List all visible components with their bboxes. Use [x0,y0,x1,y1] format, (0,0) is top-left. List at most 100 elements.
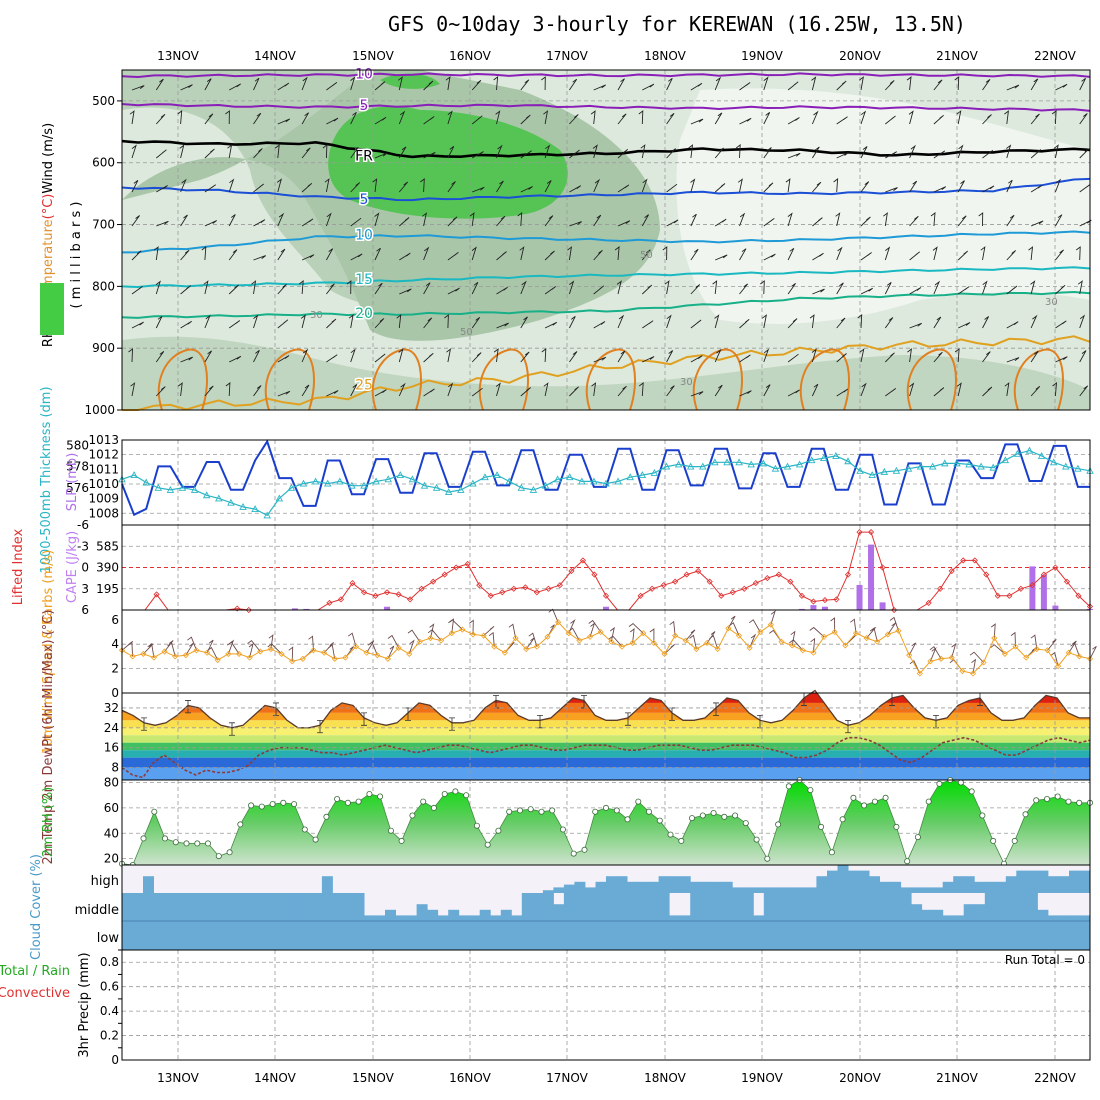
wind-speed-point [544,633,551,640]
cloud-middle-cell [174,893,186,921]
rh-point [344,799,351,806]
thickness-ylabel-part: 1000-500mb Thickness (dm) [39,386,54,573]
wind-barb [642,356,655,363]
cloud-middle-cell [1079,915,1091,921]
cape-ylabel: CAPE (J/kg) [65,531,80,603]
precip-ylabel: 3hr Precip (mm) [77,952,92,1057]
wind-barb [641,178,648,193]
wind-barb [1006,144,1012,159]
cape-bar [291,608,298,610]
rh-point [441,791,448,798]
lifted-ylabel-part: Lifted Index [11,528,26,605]
wind-speed-point [501,649,509,656]
left-axis-titles: RH (%)Temperature(°C)Wind (m/s)( m i l l… [0,123,92,1058]
rh-point [1011,837,1018,844]
wind-barb [155,113,166,125]
thickness-point [529,485,538,493]
temp-band [122,693,1090,703]
cloud-middle-cell [837,893,849,921]
thickness-point [130,471,138,479]
thickness-point [565,473,574,481]
lifted-index-point [476,582,483,589]
wind-barb [372,178,378,193]
rh-point [452,788,459,795]
wind-barb [909,144,917,159]
wind-speed-point [342,654,349,661]
wind-barb [638,382,644,397]
wind-barb [1004,382,1010,397]
thickness-point [311,477,320,485]
surface-wind-barb [548,608,559,623]
wind-barb [131,180,139,193]
lifted-index-point [856,529,863,536]
rh-point [710,810,717,817]
wind-speed-point [735,632,743,639]
wind-barb [690,355,703,363]
surface-wind-barb [167,642,176,657]
wind-barb [253,385,262,397]
wind-barb [787,318,798,329]
cloud-high-cell [595,881,607,893]
top-date-tick: 22NOV [1034,49,1076,63]
wind-barb [1006,357,1020,363]
wind-barb [253,148,263,159]
wind-barb [982,316,989,329]
thickness-point [287,483,296,491]
cloud-middle-cell [616,893,628,921]
wind-barb [664,280,670,295]
wind-barb [543,382,549,397]
wind-barb [399,252,411,261]
thickness-point [735,458,743,466]
wind-speed-point [703,639,711,647]
lifted-index-point [891,606,898,614]
wind-barb [471,115,483,125]
cloud-high-cell [742,887,754,893]
wind-barb [350,76,356,91]
wind-barb [203,280,209,295]
wind-barb [155,351,165,363]
wind-barb [544,180,552,193]
thickness-point [227,498,235,506]
isotherm-label: 10 [355,228,373,244]
thickness-point [493,471,501,479]
thickness-point [953,459,961,467]
rh-green-area [328,106,568,219]
cloud-middle-cell [890,893,902,921]
surface-wind-barb [729,622,740,636]
cape-bar [798,608,805,610]
rh-point [893,823,900,830]
wind-barb [763,76,769,91]
cloud-high-cell [637,881,649,893]
thickness-point [275,494,284,502]
lifted-index-point [925,599,932,606]
wind-barb [567,246,573,261]
wind-barb [276,178,282,193]
wind-barb [520,186,533,193]
low-temp-contour [906,348,957,411]
bottom-date-tick: 18NOV [644,1071,686,1085]
wind-barb [885,388,897,397]
thickness-point [856,466,864,474]
rh-point [204,840,211,847]
wind-barb [787,212,793,227]
wind-barb [469,212,475,227]
surface-wind-barb [990,644,1006,655]
wind-barb [787,117,800,125]
wind-barb [787,353,799,363]
wind-barb [374,116,387,125]
isotherm-line [121,230,1091,254]
wind-barb [326,283,335,295]
cloud-middle-cell [963,904,975,921]
wind-barb [884,317,894,329]
isotherm-line [121,177,1091,202]
rh-tick: 20 [104,852,119,866]
surface-wind-barb [488,631,495,647]
lifted-index-point [821,597,829,604]
wind-barb [957,215,967,227]
wind-barb [350,217,362,227]
wind-barb [735,144,741,159]
surface-wind-barb [929,646,942,660]
wind-speed-point [991,635,998,642]
wind-barb [177,110,183,125]
wind-barb [1006,321,1019,329]
